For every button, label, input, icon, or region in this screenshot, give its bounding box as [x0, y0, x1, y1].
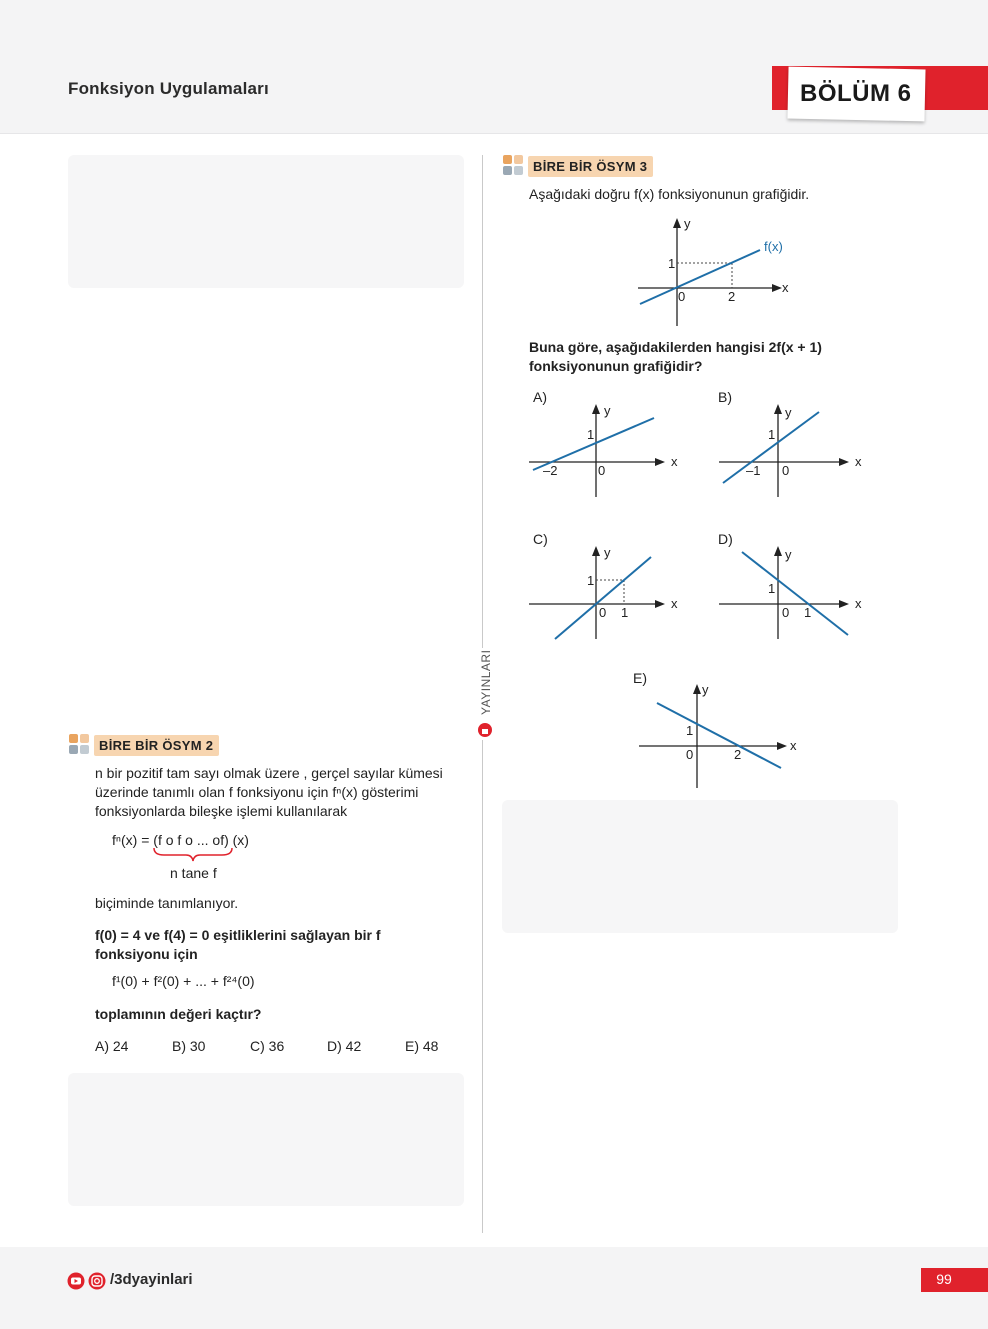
question-badge-icon: [503, 155, 523, 175]
origin-label: 0: [782, 463, 789, 478]
origin-label: 0: [686, 747, 693, 762]
option-d-graph[interactable]: x y 1 0 1: [715, 542, 875, 642]
option-b-graph[interactable]: x y 1 0 –1: [715, 400, 875, 500]
graph-line: [656, 702, 782, 769]
q2-intro-line1: n bir pozitif tam sayı olmak üzere , ger…: [95, 765, 443, 781]
graph-line: [532, 417, 655, 471]
y-axis-label: y: [785, 547, 792, 562]
q2-formula: fⁿ(x) = (f o f o ... of) (x): [112, 832, 249, 848]
brace-icon: [153, 847, 233, 862]
q2-brace-label: n tane f: [170, 865, 217, 881]
q2-option-b[interactable]: B) 30: [172, 1038, 206, 1054]
option-a-graph[interactable]: x y 1 0 –2: [525, 400, 685, 500]
q2-defined: biçiminde tanımlanıyor.: [95, 895, 239, 911]
q3-question-line2: fonksiyonunun grafiğidir?: [529, 358, 703, 374]
q2-option-e[interactable]: E) 48: [405, 1038, 439, 1054]
tick-x: 2: [728, 289, 735, 304]
graph-line: [722, 411, 820, 484]
y-axis-label: y: [684, 216, 691, 231]
tick-x: –1: [746, 463, 760, 478]
tick-y: 1: [587, 573, 594, 588]
y-axis-label: y: [604, 403, 611, 418]
page-number-band: [921, 1268, 988, 1292]
question-badge-icon: [69, 734, 89, 754]
q2-intro-line2: üzerinde tanımlı olan f fonksiyonu için …: [95, 784, 419, 800]
graph-line: [741, 551, 849, 636]
y-axis-label: y: [785, 405, 792, 420]
option-d-label[interactable]: D): [718, 531, 733, 547]
tick-y: 1: [686, 723, 693, 738]
origin-label: 0: [782, 605, 789, 620]
y-axis-label: y: [702, 682, 709, 697]
q2-option-a[interactable]: A) 24: [95, 1038, 129, 1054]
q2-condition-line2: fonksiyonu için: [95, 946, 198, 962]
blank-box-top-left: [68, 155, 464, 288]
q2-option-c[interactable]: C) 36: [250, 1038, 285, 1054]
social-icons: [67, 1272, 106, 1290]
graph-line: [554, 556, 652, 640]
option-c-graph[interactable]: x y 1 0 1: [525, 542, 685, 642]
x-axis-label: x: [782, 280, 789, 295]
tick-y: 1: [668, 256, 675, 271]
x-axis-label: x: [671, 596, 678, 611]
q2-question: toplamının değeri kaçtır?: [95, 1006, 262, 1022]
tick-x: 1: [804, 605, 811, 620]
q2-condition-line1: f(0) = 4 ve f(4) = 0 eşitliklerini sağla…: [95, 927, 381, 943]
divider-gap: [478, 648, 492, 740]
page-number: 99: [936, 1271, 952, 1287]
x-axis-label: x: [855, 454, 862, 469]
tick-x: 2: [734, 747, 741, 762]
side-brand-label: YAYINLARI: [479, 650, 493, 715]
main-graph: x y f(x) 1 0 2: [638, 216, 789, 326]
q3-intro: Aşağıdaki doğru f(x) fonksiyonunun grafi…: [529, 186, 810, 202]
q3-question-line1: Buna göre, aşağıdakilerden hangisi 2f(x …: [529, 339, 822, 355]
tick-y: 1: [587, 427, 594, 442]
q2-sum: f¹(0) + f²(0) + ... + f²⁴(0): [112, 973, 255, 989]
origin-label: 0: [678, 289, 685, 304]
tick-y: 1: [768, 427, 775, 442]
blank-box-bottom-left: [68, 1073, 464, 1206]
option-c-label[interactable]: C): [533, 531, 548, 547]
q2-option-d[interactable]: D) 42: [327, 1038, 362, 1054]
page-footer: [0, 1247, 988, 1329]
instagram-icon: [88, 1272, 106, 1290]
origin-label: 0: [599, 605, 606, 620]
option-a-label[interactable]: A): [533, 389, 547, 405]
blank-box-right: [502, 800, 898, 933]
option-e-graph[interactable]: x y 1 0 2: [635, 680, 805, 792]
question-2-badge: BİRE BİR ÖSYM 2: [94, 735, 220, 756]
y-axis-label: y: [604, 545, 611, 560]
section-label: BÖLÜM 6: [800, 80, 912, 107]
x-axis-label: x: [790, 738, 797, 753]
tick-y: 1: [768, 581, 775, 596]
question-3-badge: BİRE BİR ÖSYM 3: [528, 156, 654, 177]
social-handle: /3dyayinlari: [110, 1271, 193, 1288]
fx-label: f(x): [764, 239, 783, 254]
youtube-icon: [67, 1272, 85, 1290]
origin-label: 0: [598, 463, 605, 478]
x-axis-label: x: [855, 596, 862, 611]
side-brand: YAYINLARI: [478, 650, 493, 737]
tick-x: 1: [621, 605, 628, 620]
q2-intro-line3: fonksiyonlarda bileşke işlemi kullanılar…: [95, 803, 348, 819]
option-e-label[interactable]: E): [633, 670, 647, 686]
option-b-label[interactable]: B): [718, 389, 732, 405]
graph-line: [639, 249, 761, 305]
x-axis-label: x: [671, 454, 678, 469]
page-title: Fonksiyon Uygulamaları: [68, 79, 269, 98]
tick-x: –2: [543, 463, 557, 478]
